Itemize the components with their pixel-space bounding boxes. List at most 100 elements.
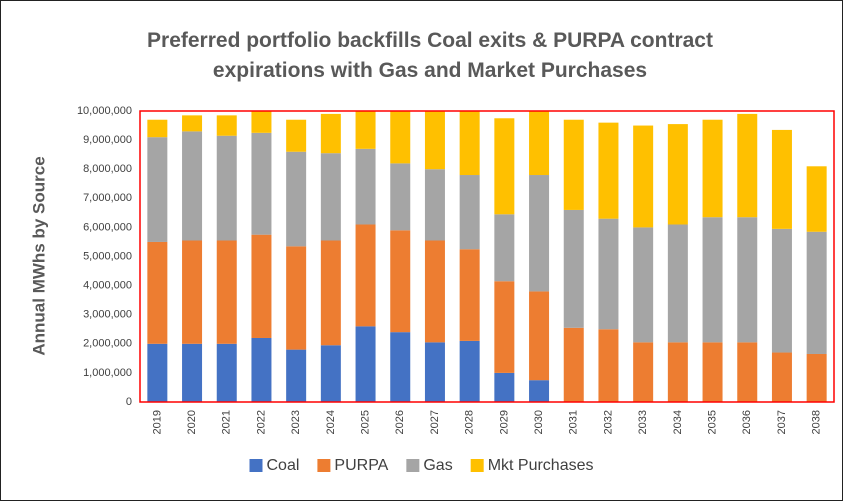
bar-segment <box>251 132 272 235</box>
legend-swatch <box>406 459 420 472</box>
bar-segment <box>459 340 480 402</box>
x-tick-label: 2026 <box>394 410 406 434</box>
x-tick-label: 2032 <box>602 410 614 434</box>
bar-segment <box>286 119 307 152</box>
bar-segment <box>598 122 619 219</box>
bar-segment <box>390 111 411 164</box>
bar-segment <box>424 111 445 170</box>
y-tick-label: 8,000,000 <box>83 163 132 175</box>
bar-segment <box>529 291 550 381</box>
bar-segment <box>702 342 723 402</box>
bar-segment <box>216 343 237 402</box>
bar-segment <box>286 349 307 402</box>
y-tick-label: 0 <box>126 396 132 408</box>
bar-segment <box>355 224 376 327</box>
x-tick-label: 2029 <box>498 410 510 434</box>
bar-segment <box>424 240 445 343</box>
bar-segment <box>216 135 237 241</box>
y-tick-label: 1,000,000 <box>83 367 132 379</box>
bar-segment <box>529 111 550 176</box>
y-axis-title: Annual MWhs by Source <box>29 156 48 355</box>
x-tick-label: 2019 <box>151 410 163 434</box>
bar-segment <box>737 342 758 402</box>
bar-segment <box>147 119 168 138</box>
bar-segment <box>147 241 168 344</box>
x-tick-label: 2034 <box>672 410 684 434</box>
x-tick-label: 2030 <box>533 410 545 434</box>
bar-segment <box>355 326 376 402</box>
bar-segment <box>563 327 584 402</box>
x-tick-label: 2021 <box>221 410 233 434</box>
x-tick-label: 2037 <box>776 410 788 434</box>
y-tick-label: 2,000,000 <box>83 338 132 350</box>
bar-segment <box>771 129 792 229</box>
bar-segment <box>563 209 584 328</box>
bar-segment <box>390 332 411 402</box>
x-tick-label: 2036 <box>741 410 753 434</box>
bar-segment <box>459 111 480 176</box>
y-tick-label: 9,000,000 <box>83 134 132 146</box>
bar-segment <box>320 153 341 241</box>
bar-segment <box>494 372 515 402</box>
bar-segment <box>320 345 341 402</box>
x-tick-label: 2022 <box>255 410 267 434</box>
bar-segment <box>355 111 376 149</box>
bar-segment <box>390 230 411 333</box>
bar-segment <box>251 234 272 338</box>
plot-border <box>139 110 835 403</box>
bar-segment <box>598 218 619 330</box>
y-tick-label: 3,000,000 <box>83 309 132 321</box>
bar-segment <box>633 342 654 402</box>
x-tick-label: 2023 <box>290 410 302 434</box>
bar-segment <box>702 217 723 343</box>
x-tick-label: 2033 <box>637 410 649 434</box>
bar-segment <box>147 343 168 402</box>
bar-segment <box>251 337 272 402</box>
bar-segment <box>633 227 654 343</box>
bar-segment <box>702 119 723 218</box>
bar-segment <box>355 148 376 225</box>
bar-segment <box>286 151 307 247</box>
bar-segment <box>251 111 272 133</box>
y-tick-label: 4,000,000 <box>83 280 132 292</box>
bar-segment <box>182 115 203 132</box>
bar-segment <box>667 342 688 402</box>
bar-segment <box>216 240 237 344</box>
bar-segment <box>459 175 480 250</box>
x-tick-label: 2027 <box>429 410 441 434</box>
x-tick-label: 2020 <box>186 410 198 434</box>
legend-swatch <box>249 459 263 472</box>
legend-text: Gas <box>423 457 452 474</box>
bar-segment <box>667 224 688 343</box>
legend-text: Mkt Purchases <box>488 457 594 474</box>
legend-swatch <box>470 459 484 472</box>
y-tick-label: 10,000,000 <box>77 105 132 117</box>
bar-segment <box>529 380 550 402</box>
bar-segment <box>182 240 203 344</box>
bar-segment <box>494 118 515 215</box>
x-tick-label: 2038 <box>811 410 823 434</box>
bar-segment <box>147 137 168 242</box>
bar-segment <box>529 175 550 292</box>
bar-segment <box>286 246 307 350</box>
y-tick-label: 5,000,000 <box>83 250 132 262</box>
legend-text: Coal <box>267 457 300 474</box>
bar-segment <box>737 113 758 218</box>
bar-segment <box>320 113 341 154</box>
bar-segment <box>598 329 619 402</box>
bar-segment <box>459 249 480 341</box>
bar-segment <box>216 115 237 136</box>
bar-segment <box>806 231 827 354</box>
x-tick-label: 2031 <box>568 410 580 434</box>
y-tick-label: 6,000,000 <box>83 221 132 233</box>
chart-title: Preferred portfolio backfills Coal exits… <box>147 29 713 82</box>
x-tick-label: 2025 <box>359 410 371 434</box>
bar-segment <box>182 343 203 402</box>
bar-segment <box>806 353 827 402</box>
bar-segment <box>633 125 654 228</box>
bar-segment <box>771 228 792 353</box>
bar-segment <box>390 163 411 231</box>
bar-segment <box>182 131 203 241</box>
